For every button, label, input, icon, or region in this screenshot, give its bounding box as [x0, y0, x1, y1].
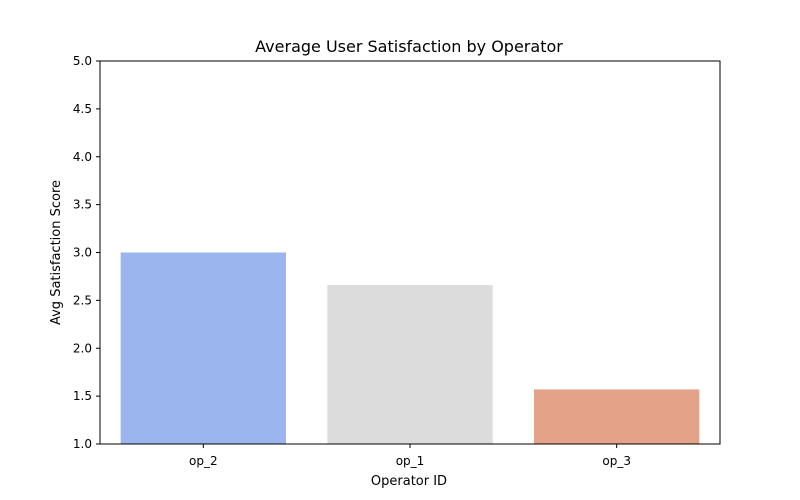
- y-tick-label: 4.5: [73, 102, 92, 116]
- y-tick-label: 5.0: [73, 54, 92, 68]
- x-tick-label: op_2: [189, 454, 218, 468]
- x-axis: op_2 op_1 op_3: [189, 444, 631, 468]
- y-tick-label: 4.0: [73, 150, 92, 164]
- y-tick-label: 2.0: [73, 341, 92, 355]
- x-axis-label: Operator ID: [371, 474, 447, 489]
- y-tick-label: 1.0: [73, 437, 92, 451]
- y-tick-label: 3.0: [73, 246, 92, 260]
- bars-group: [120, 252, 700, 444]
- bar-op_2: [120, 252, 286, 444]
- x-tick-label: op_1: [396, 454, 425, 468]
- bar-op_3: [534, 389, 700, 444]
- y-axis-label: Avg Satisfaction Score: [49, 180, 64, 325]
- y-tick-label: 3.5: [73, 198, 92, 212]
- y-tick-label: 1.5: [73, 389, 92, 403]
- y-axis: 1.0 1.5 2.0 2.5 3.0 3.5 4.0 4.5 5.0: [73, 54, 100, 451]
- y-tick-label: 2.5: [73, 293, 92, 307]
- bar-op_1: [327, 285, 493, 444]
- chart-title: Average User Satisfaction by Operator: [255, 37, 563, 56]
- x-tick-label: op_3: [602, 454, 631, 468]
